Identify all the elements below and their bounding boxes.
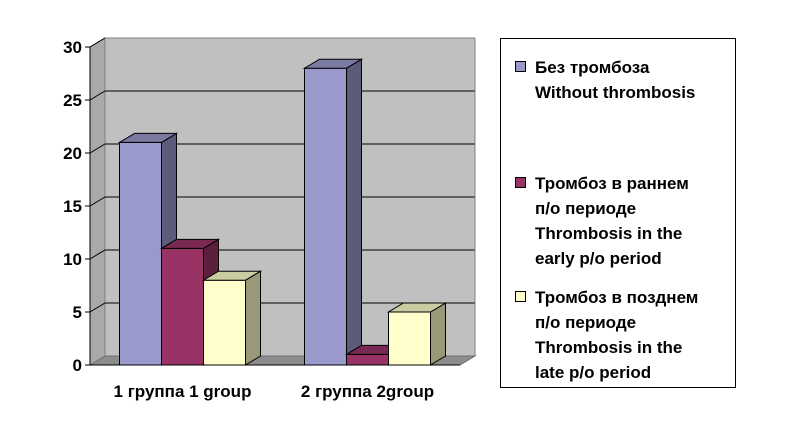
legend-label-line: п/о периоде [535, 199, 637, 218]
legend-label-line: late p/o period [535, 363, 652, 382]
legend-entry-early-thrombosis: Тромбоз в раннем п/о периоде Thrombosis … [515, 171, 733, 271]
bar-front [346, 353, 389, 366]
bar-side [346, 58, 362, 366]
bar-front [203, 279, 246, 366]
legend-entry-without-thrombosis: Без тромбоза Without thrombosis [515, 55, 733, 105]
legend-label-line: Без тромбоза [535, 58, 650, 77]
y-tick-label: 30 [63, 38, 82, 57]
y-tick-label: 15 [63, 197, 82, 216]
x-category-label: 2 группа 2group [301, 382, 434, 401]
bar-front [388, 311, 431, 366]
bar [386, 302, 448, 366]
bar-side [245, 270, 261, 366]
bar-top [302, 58, 364, 69]
legend-label-line: Thrombosis in the [535, 224, 683, 243]
bar-side [430, 302, 446, 366]
legend-label-line: Without thrombosis [535, 83, 696, 102]
y-tick-label: 10 [63, 250, 82, 269]
bar-top [201, 270, 263, 281]
bar-top [159, 238, 221, 249]
legend-swatch [515, 291, 526, 302]
legend-label-line: Тромбоз в позднем [535, 288, 699, 307]
legend-label-line: Thrombosis in the [535, 338, 683, 357]
bar-front [119, 141, 162, 366]
x-category-label: 1 группа 1 group [114, 382, 252, 401]
legend-label-line: п/о периоде [535, 313, 637, 332]
y-tick-label: 20 [63, 144, 82, 163]
legend-label-line: Тромбоз в раннем [535, 174, 689, 193]
y-tick-label: 0 [73, 356, 82, 375]
legend-swatch [515, 61, 526, 72]
legend-label-line: early p/o period [535, 249, 662, 268]
bar-top [117, 132, 179, 143]
y-tick-label: 5 [73, 303, 82, 322]
bar-top [386, 302, 448, 313]
bar-front [304, 67, 347, 366]
bar [302, 58, 364, 366]
bar [201, 270, 263, 366]
bar-front [161, 247, 204, 366]
legend-swatch [515, 177, 526, 188]
legend-entry-late-thrombosis: Тромбоз в позднем п/о периоде Thrombosis… [515, 285, 733, 385]
legend: Без тромбоза Without thrombosis Тромбоз … [500, 38, 736, 388]
y-tick-label: 25 [63, 91, 82, 110]
